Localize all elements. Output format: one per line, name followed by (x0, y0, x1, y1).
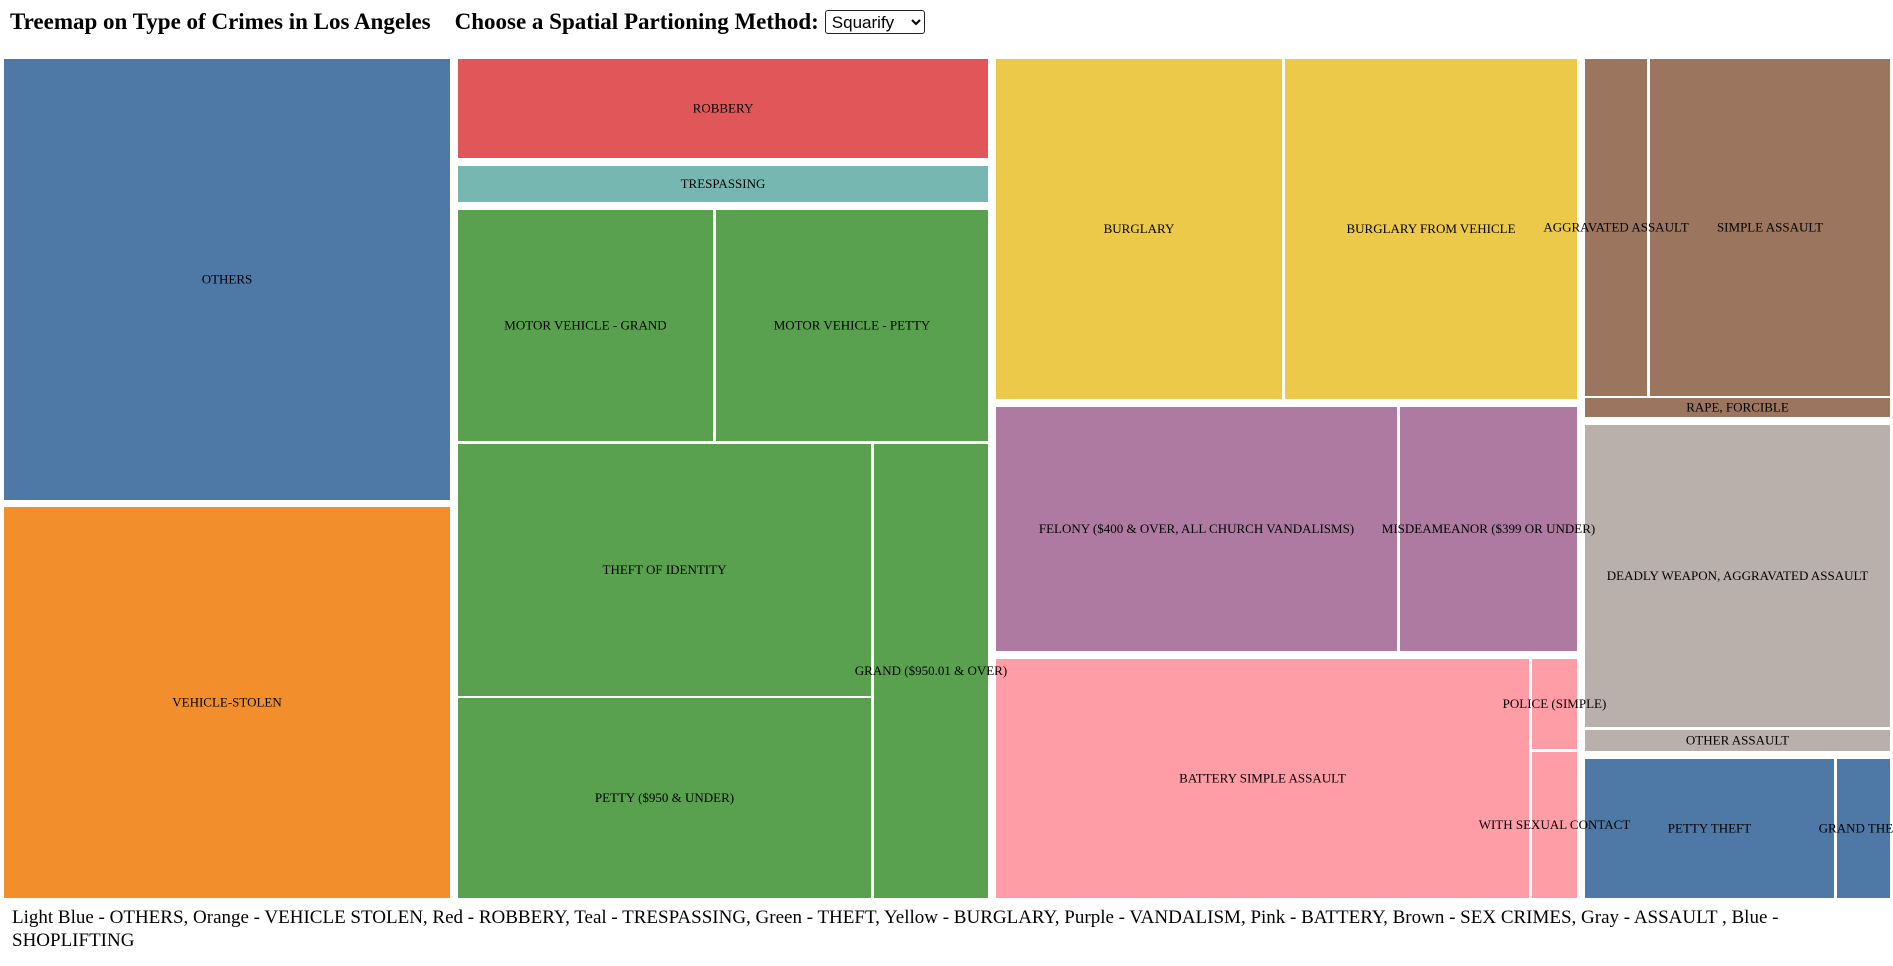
treemap-label-theft-of-identity: THEFT OF IDENTITY (603, 562, 728, 577)
treemap-cell-others[interactable] (4, 59, 450, 500)
treemap-label-rape-forcible: RAPE, FORCIBLE (1686, 400, 1789, 415)
treemap-label-burglary-from-vehicle: BURGLARY FROM VEHICLE (1346, 221, 1515, 236)
treemap-label-motor-vehicle-grand: MOTOR VEHICLE - GRAND (504, 318, 666, 333)
treemap-cell-grand-950-01-over[interactable] (874, 444, 988, 898)
treemap-label-others: OTHERS (202, 272, 253, 287)
treemap-cell-robbery[interactable] (458, 59, 988, 158)
treemap-cell-with-sexual-contact[interactable] (1532, 752, 1577, 898)
treemap-label-aggravated-assault: AGGRAVATED ASSAULT (1543, 220, 1688, 235)
treemap-cell-grand-theft[interactable] (1837, 759, 1890, 898)
treemap-cell-trespassing[interactable] (458, 166, 988, 202)
treemap-chart: OTHERS VEHICLE-STOLEN ROBBERY TRESPASSING MO… (4, 59, 1893, 898)
treemap-label-misdeameanor-399-or-under: MISDEAMEANOR ($399 OR UNDER) (1382, 521, 1595, 536)
treemap-label-deadly-weapon-aggravated-assault: DEADLY WEAPON, AGGRAVATED ASSAULT (1607, 568, 1868, 583)
treemap-label-grand-theft: GRAND THEFT (1819, 821, 1893, 836)
treemap-cell-motor-vehicle-petty[interactable] (716, 210, 988, 441)
treemap-cell-burglary[interactable] (996, 59, 1282, 399)
treemap-label-burglary: BURGLARY (1104, 221, 1175, 236)
treemap-label-felony-400-over-all-church-vandalisms: FELONY ($400 & OVER, ALL CHURCH VANDALIS… (1039, 521, 1354, 536)
treemap-cell-misdeameanor-399-or-under[interactable] (1400, 407, 1577, 651)
treemap-cell-vehicle-stolen[interactable] (4, 507, 450, 898)
treemap-cell-petty-950-under[interactable] (458, 698, 871, 898)
treemap-cell-rape-forcible[interactable] (1585, 398, 1890, 417)
treemap-cell-police-simple[interactable] (1532, 659, 1577, 749)
treemap-label-robbery: ROBBERY (693, 101, 754, 116)
treemap-cell-petty-theft[interactable] (1585, 759, 1834, 898)
partition-method-select[interactable]: Squarify (824, 10, 925, 34)
treemap-cell-aggravated-assault[interactable] (1585, 59, 1647, 396)
treemap-label-grand-950-01-over: GRAND ($950.01 & OVER) (855, 663, 1007, 678)
treemap-label-police-simple: POLICE (SIMPLE) (1503, 696, 1607, 711)
treemap-cell-battery-simple-assault[interactable] (996, 659, 1529, 898)
treemap-label-battery-simple-assault: BATTERY SIMPLE ASSAULT (1179, 771, 1346, 786)
treemap-cell-theft-of-identity[interactable] (458, 444, 871, 696)
treemap-cell-motor-vehicle-grand[interactable] (458, 210, 713, 441)
treemap-cell-deadly-weapon-aggravated-assault[interactable] (1585, 425, 1890, 727)
header: Treemap on Type of Crimes in Los Angeles… (10, 4, 925, 40)
method-label: Choose a Spatial Partioning Method: (454, 9, 819, 34)
treemap-cell-burglary-from-vehicle[interactable] (1285, 59, 1577, 399)
treemap-label-vehicle-stolen: VEHICLE-STOLEN (172, 695, 282, 710)
treemap-label-trespassing: TRESPASSING (681, 176, 766, 191)
treemap-cell-felony-400-over-all-church-vandalisms[interactable] (996, 407, 1397, 651)
page-title: Treemap on Type of Crimes in Los Angeles (10, 9, 431, 34)
treemap-cell-other-assault[interactable] (1585, 730, 1890, 751)
treemap-label-with-sexual-contact: WITH SEXUAL CONTACT (1479, 817, 1631, 832)
treemap-label-petty-950-under: PETTY ($950 & UNDER) (595, 790, 734, 805)
treemap-label-other-assault: OTHER ASSAULT (1686, 733, 1789, 748)
treemap-label-motor-vehicle-petty: MOTOR VEHICLE - PETTY (774, 318, 931, 333)
treemap-label-petty-theft: PETTY THEFT (1668, 821, 1751, 836)
treemap-cell-simple-assault[interactable] (1650, 59, 1890, 396)
color-legend: Light Blue - OTHERS, Orange - VEHICLE ST… (12, 907, 1779, 951)
treemap-label-simple-assault: SIMPLE ASSAULT (1717, 220, 1823, 235)
